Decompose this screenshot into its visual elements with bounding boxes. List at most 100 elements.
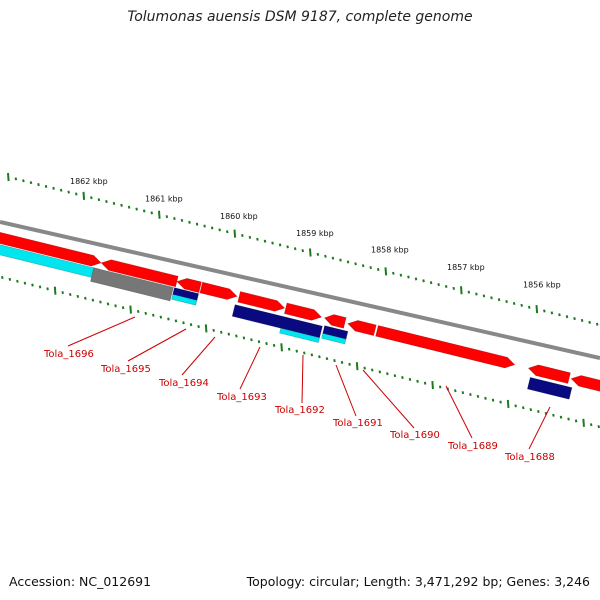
scale-label: 1862 kbp <box>70 177 108 186</box>
minor-tick <box>105 200 108 204</box>
cyan-feature <box>321 333 347 345</box>
minor-tick <box>310 353 314 357</box>
minor-tick <box>23 281 27 285</box>
minor-tick <box>74 192 78 196</box>
gene-label: Tola_1694 <box>158 378 209 389</box>
minor-tick <box>142 209 146 213</box>
minor-tick <box>242 336 246 340</box>
major-tick <box>431 381 434 390</box>
minor-tick <box>484 396 487 400</box>
minor-tick <box>256 237 259 241</box>
major-tick <box>355 362 359 371</box>
minor-tick <box>444 284 448 288</box>
minor-tick <box>61 291 64 295</box>
minor-tick <box>212 328 215 332</box>
minor-tick <box>29 181 33 185</box>
cds-arrow-edge <box>347 320 377 337</box>
minor-tick <box>46 287 49 291</box>
minor-tick <box>416 379 419 383</box>
minor-tick <box>22 179 25 183</box>
major-tick <box>280 343 283 352</box>
minor-tick <box>265 342 268 346</box>
minor-tick <box>287 347 291 351</box>
minor-tick <box>150 211 154 215</box>
genome-backbone <box>0 220 600 360</box>
cyan-feature-edge <box>171 294 198 306</box>
minor-tick <box>565 315 569 319</box>
minor-tick <box>325 357 329 361</box>
minor-tick <box>14 177 18 181</box>
cds-arrow <box>375 325 516 369</box>
minor-tick <box>521 406 525 410</box>
major-tick <box>582 418 585 427</box>
cds-arrow <box>199 281 238 300</box>
cds-arrow-edge <box>100 259 179 288</box>
minor-tick <box>376 267 380 272</box>
outer-scale-ticks <box>7 172 599 326</box>
minor-tick <box>250 338 253 342</box>
minor-tick <box>386 372 389 376</box>
minor-tick <box>189 323 193 327</box>
minor-tick <box>106 302 110 306</box>
minor-tick <box>8 277 12 281</box>
minor-tick <box>537 409 540 414</box>
blue-feature <box>527 376 573 400</box>
map-title: Tolumonas auensis DSM 9187, complete gen… <box>127 9 473 25</box>
cds-arrow-shape <box>528 364 571 384</box>
minor-tick <box>16 279 19 283</box>
minor-tick <box>423 381 427 385</box>
minor-tick <box>165 215 169 219</box>
minor-tick <box>180 218 184 222</box>
gene-label: Tola_1691 <box>332 418 383 429</box>
cds-arrow-edge <box>323 314 347 329</box>
gene-label: Tola_1689 <box>447 441 498 452</box>
scale-label: 1859 kbp <box>296 229 334 238</box>
blue-feature-edge <box>322 325 349 340</box>
blue-feature-shape <box>322 325 348 340</box>
minor-tick <box>59 188 63 192</box>
minor-tick <box>263 239 267 243</box>
blue-feature-edge <box>527 376 573 400</box>
minor-tick <box>573 317 576 321</box>
minor-tick <box>438 385 442 389</box>
cds-arrow <box>570 375 600 396</box>
minor-tick <box>121 306 125 310</box>
minor-tick <box>512 301 516 305</box>
minor-tick <box>452 286 456 290</box>
minor-tick <box>144 311 148 315</box>
major-tick <box>204 324 208 333</box>
minor-tick <box>248 235 252 239</box>
minor-tick <box>99 300 102 304</box>
cds-arrow-shape <box>237 291 285 312</box>
gene-leader-line <box>335 364 357 417</box>
minor-tick <box>346 260 350 264</box>
gray-feature <box>90 267 174 302</box>
minor-tick <box>392 271 395 275</box>
minor-tick <box>527 305 531 309</box>
minor-tick <box>174 319 178 323</box>
cds-arrow-shape <box>571 375 600 396</box>
topology-label: Topology: circular; Length: 3,471,292 bp… <box>246 574 590 589</box>
minor-tick <box>188 220 191 224</box>
cds-arrow <box>527 364 571 384</box>
minor-tick <box>286 245 289 249</box>
minor-tick <box>197 325 200 329</box>
minor-tick <box>369 266 372 270</box>
minor-tick <box>422 279 425 283</box>
major-tick <box>384 267 388 276</box>
scale-label: 1858 kbp <box>371 246 409 255</box>
minor-tick <box>354 262 357 266</box>
minor-tick <box>490 296 493 300</box>
gene-leader-line <box>127 328 187 362</box>
cds-arrow-shape <box>324 314 347 329</box>
minor-tick <box>567 417 570 421</box>
cds-arrow-shape <box>101 259 179 287</box>
cds-arrow <box>237 291 286 312</box>
major-tick <box>129 305 132 314</box>
gray-feature-edge <box>90 267 174 302</box>
minor-tick <box>182 321 185 325</box>
minor-tick <box>195 222 199 226</box>
minor-tick <box>44 184 48 188</box>
minor-tick <box>370 368 374 372</box>
